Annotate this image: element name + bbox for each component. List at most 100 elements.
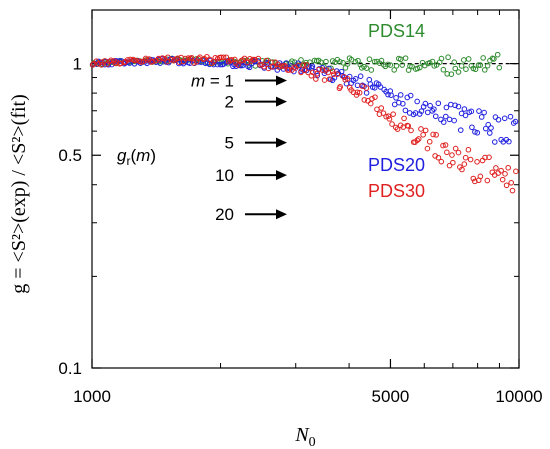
x-axis-label: N0	[294, 424, 315, 449]
data-point-pds30	[316, 66, 322, 73]
legend-label-pds20: PDS20	[368, 155, 425, 175]
data-point-pds14	[402, 55, 409, 61]
data-point-pds30	[344, 76, 351, 82]
axis-labels-layer: N0 g = <S²>(exp) / <S²>(fit)	[8, 94, 316, 449]
data-point-pds30	[180, 58, 187, 65]
data-point-pds30	[389, 121, 395, 127]
data-point-pds30	[255, 55, 262, 62]
plot-frame	[91, 9, 520, 369]
data-point-pds30	[270, 63, 276, 70]
data-point-pds30	[452, 145, 459, 152]
data-point-pds20	[512, 118, 519, 125]
data-point-pds30	[385, 113, 392, 119]
data-point-pds30	[356, 89, 363, 96]
data-point-pds20	[377, 84, 384, 90]
data-point-pds20	[371, 84, 378, 91]
data-point-pds20	[491, 139, 498, 145]
data-point-pds14	[385, 61, 391, 68]
legend-label-pds14: PDS14	[368, 21, 425, 41]
data-point-pds14	[337, 59, 343, 65]
data-point-pds30	[334, 71, 341, 77]
data-point-pds14	[368, 67, 375, 73]
data-point-pds30	[286, 67, 292, 73]
data-point-pds20	[446, 116, 453, 123]
data-point-pds30	[191, 60, 197, 66]
data-point-pds20	[354, 82, 361, 89]
data-point-pds20	[388, 92, 394, 98]
data-point-pds20	[452, 102, 458, 109]
data-point-pds30	[430, 131, 436, 138]
data-point-pds14	[378, 57, 385, 64]
data-point-pds30	[235, 62, 241, 68]
data-point-pds14	[451, 59, 458, 65]
data-point-pds20	[442, 113, 449, 120]
data-point-pds20	[274, 67, 281, 73]
data-point-pds30	[220, 54, 227, 61]
data-point-pds30	[449, 152, 455, 158]
data-point-pds30	[282, 62, 288, 69]
data-point-pds30	[303, 62, 310, 68]
y-tick-label: 0.5	[58, 146, 82, 165]
data-point-pds14	[352, 58, 359, 65]
points-layer	[89, 51, 519, 194]
data-point-pds30	[337, 83, 343, 90]
data-point-pds30	[321, 77, 328, 83]
data-point-pds14	[259, 58, 266, 64]
data-point-pds20	[338, 68, 345, 75]
data-point-pds20	[424, 109, 431, 116]
data-point-pds20	[246, 64, 253, 71]
arrow-label: 5	[225, 134, 234, 153]
data-point-pds20	[486, 130, 493, 136]
data-point-pds30	[367, 100, 374, 107]
data-point-pds14	[438, 55, 445, 62]
series-pds30	[89, 53, 519, 194]
data-point-pds30	[418, 126, 424, 132]
data-point-pds20	[468, 108, 475, 115]
data-point-pds14	[445, 54, 451, 61]
data-point-pds20	[488, 125, 494, 131]
data-point-pds30	[380, 110, 387, 116]
data-point-pds20	[438, 116, 444, 123]
data-point-pds30	[252, 56, 258, 63]
data-point-pds20	[481, 109, 487, 116]
data-point-pds30	[218, 54, 224, 61]
data-point-pds20	[414, 98, 420, 105]
data-point-pds30	[363, 85, 370, 91]
data-point-pds20	[474, 129, 481, 136]
data-point-pds30	[467, 156, 474, 163]
data-point-pds20	[393, 95, 399, 101]
data-point-pds30	[435, 154, 442, 161]
annotation-layer: m = 1 2 5 10 20 gr(m)	[117, 72, 287, 224]
data-point-pds30	[438, 158, 445, 165]
data-point-pds30	[131, 57, 137, 64]
data-point-pds30	[98, 62, 105, 68]
data-point-pds30	[326, 76, 333, 82]
data-point-pds14	[363, 65, 370, 71]
data-point-pds30	[133, 57, 139, 64]
data-point-pds20	[495, 116, 502, 123]
data-point-pds30	[231, 56, 238, 63]
data-point-pds14	[481, 67, 488, 73]
data-point-pds20	[221, 61, 227, 67]
data-point-pds30	[465, 146, 472, 153]
data-point-pds20	[352, 76, 359, 82]
data-point-pds30	[444, 149, 450, 156]
data-point-pds30	[486, 154, 492, 161]
data-point-pds30	[130, 56, 136, 63]
data-point-pds30	[415, 136, 422, 142]
data-point-pds30	[479, 157, 486, 164]
data-point-pds20	[217, 61, 224, 68]
data-point-pds30	[420, 131, 426, 138]
data-point-pds14	[463, 66, 469, 72]
data-point-pds20	[482, 125, 489, 132]
data-point-pds30	[459, 166, 465, 173]
data-point-pds20	[461, 106, 468, 112]
data-point-pds20	[435, 100, 442, 107]
data-point-pds30	[261, 63, 267, 70]
data-point-pds30	[401, 115, 407, 122]
data-point-pds20	[314, 72, 321, 79]
data-point-pds14	[340, 60, 346, 66]
data-point-pds20	[397, 92, 404, 98]
data-point-pds20	[400, 100, 406, 107]
arrow-head	[276, 96, 287, 107]
